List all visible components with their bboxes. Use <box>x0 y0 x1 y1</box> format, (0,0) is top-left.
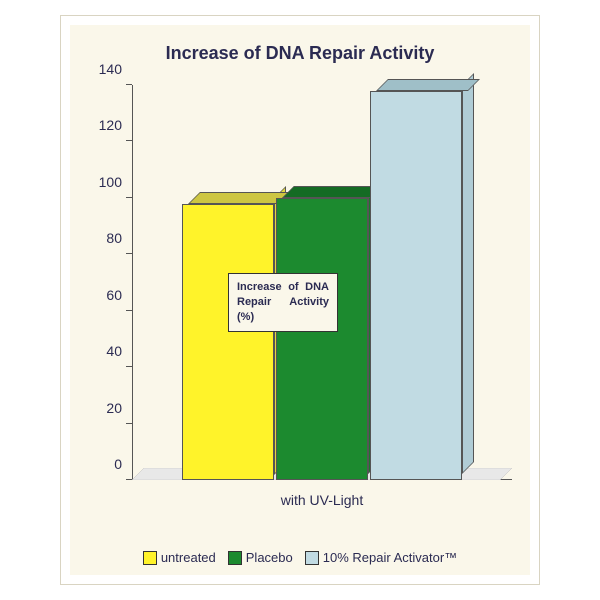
y-tick-label: 100 <box>99 174 122 190</box>
legend-item: Placebo <box>228 550 293 565</box>
inline-legend-box: Increase of DNA Repair Activity (%) <box>228 273 338 332</box>
legend-swatch <box>228 551 242 565</box>
legend-swatch <box>305 551 319 565</box>
chart-panel: Increase of DNA Repair Activity 02040608… <box>70 25 530 575</box>
bar <box>276 198 368 480</box>
legend-label: 10% Repair Activator™ <box>323 550 457 565</box>
y-tick-label: 0 <box>114 456 122 472</box>
legend: untreated Placebo 10% Repair Activator™ <box>70 550 530 565</box>
legend-label: untreated <box>161 550 216 565</box>
inline-legend-text: Increase of DNA Repair Activity (%) <box>237 281 329 323</box>
bar-front <box>276 198 368 480</box>
bar-front <box>182 204 274 481</box>
legend-item: untreated <box>143 550 216 565</box>
y-tick-label: 120 <box>99 117 122 133</box>
bar-side <box>462 73 474 474</box>
bar <box>182 204 274 481</box>
y-tick-label: 140 <box>99 61 122 77</box>
y-tick-label: 80 <box>106 230 122 246</box>
legend-item: 10% Repair Activator™ <box>305 550 457 565</box>
legend-label: Placebo <box>246 550 293 565</box>
chart-title: Increase of DNA Repair Activity <box>70 43 530 64</box>
plot-area: 020406080100120140 with UV-Light Increas… <box>132 85 512 480</box>
y-tick-label: 60 <box>106 287 122 303</box>
bar-top <box>376 79 480 91</box>
legend-swatch <box>143 551 157 565</box>
y-tick-label: 20 <box>106 400 122 416</box>
y-tick-label: 40 <box>106 343 122 359</box>
bar <box>370 91 462 480</box>
x-category-label: with UV-Light <box>132 492 512 508</box>
bar-front <box>370 91 462 480</box>
